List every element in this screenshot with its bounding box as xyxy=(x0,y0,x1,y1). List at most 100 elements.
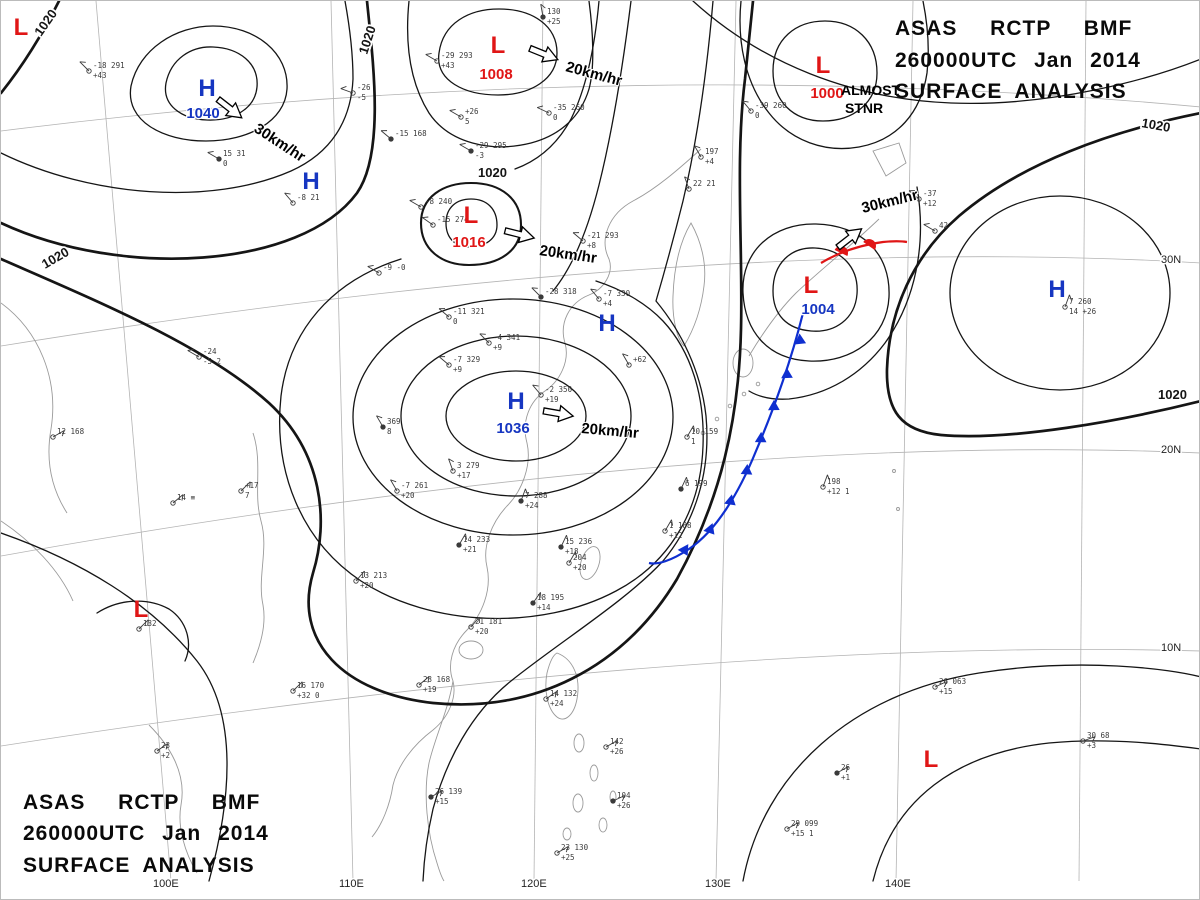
station-plot: +265 xyxy=(449,107,479,126)
wind-barb-icon xyxy=(537,107,550,114)
station-values: -3 xyxy=(475,151,484,160)
isobar xyxy=(445,370,587,462)
wind-barb-tick-icon xyxy=(525,488,528,495)
station-values: 3 279 xyxy=(457,461,480,470)
station-values: +8 xyxy=(587,241,597,250)
isobar xyxy=(1,1,354,194)
station-values: 26 xyxy=(841,763,851,772)
station-values: 7 288 xyxy=(525,491,548,500)
station-values: +14 xyxy=(537,603,551,612)
low-center: L xyxy=(464,202,479,229)
station-plot: -24-5 2 xyxy=(187,347,221,366)
wind-barb-icon xyxy=(1064,294,1070,308)
station-values: -15 168 xyxy=(395,129,427,138)
station-values: +32 0 xyxy=(297,691,320,700)
wind-barb-tick-icon xyxy=(376,415,383,419)
station-circle-icon xyxy=(350,90,356,96)
wind-barb-tick-icon xyxy=(465,533,468,540)
station-plot: -8 21 xyxy=(284,192,320,206)
station-plot: 142+26 xyxy=(603,737,624,756)
station-values: -18 291 xyxy=(93,61,125,70)
station-values: 6 199 xyxy=(685,479,708,488)
station-circle-icon xyxy=(932,684,938,690)
coast-korea xyxy=(672,222,706,347)
station-circle-icon xyxy=(170,500,176,506)
cold-front-triangle xyxy=(754,431,767,443)
wind-barb-tick-icon xyxy=(845,766,849,773)
station-plot: 104+26 xyxy=(610,791,631,810)
station-circle-icon xyxy=(546,110,552,116)
isobar xyxy=(872,740,1199,882)
wind-barb-icon xyxy=(430,790,443,798)
station-plot: 3 279+17 xyxy=(448,458,480,480)
station-circle-icon xyxy=(748,108,754,114)
station-plot: -7 261+20 xyxy=(390,479,428,500)
wind-barb-icon xyxy=(172,494,184,504)
isobar xyxy=(514,1,600,170)
station-values: 197 xyxy=(705,147,719,156)
high-center: H xyxy=(507,388,524,415)
terrain-line xyxy=(148,724,198,874)
wind-barb-icon xyxy=(531,287,542,298)
station-circle-icon xyxy=(416,682,422,688)
station-values: 12 168 xyxy=(57,427,85,436)
station-values: +12 1 xyxy=(827,487,850,496)
station-circle-icon xyxy=(580,238,586,244)
wind-barb-icon xyxy=(532,592,541,604)
coast-island xyxy=(572,793,584,813)
wind-barb-tick-icon xyxy=(147,619,149,626)
isobar xyxy=(772,247,858,332)
isobar xyxy=(422,1,714,882)
station-values: +1 xyxy=(841,773,850,782)
wind-barb-icon xyxy=(240,481,251,492)
wind-barb-icon xyxy=(684,176,690,190)
wind-barb-icon xyxy=(79,61,90,72)
graticule-label: 120E xyxy=(521,878,547,890)
wind-barb-icon xyxy=(459,144,472,152)
graticule-label: 10N xyxy=(1161,642,1181,654)
station-values: 18 195 xyxy=(537,593,564,602)
graticule xyxy=(1,1,1199,882)
station-plot: -2 350+19 xyxy=(532,384,573,404)
graticule-label: 30N xyxy=(1161,254,1181,266)
wind-barb-tick-icon xyxy=(409,198,416,201)
station-circle-icon xyxy=(50,434,56,440)
station-values: 21 181 xyxy=(475,617,502,626)
isobar-1020 xyxy=(1,1,61,95)
title-block-top-right: ASAS RCTP BMF 260000UTC Jan 2014 SURFACE… xyxy=(895,13,1181,108)
cold-front-triangle xyxy=(724,494,736,506)
station-values: 26 063 xyxy=(939,677,966,686)
station-values: 1 188 xyxy=(669,521,692,530)
low-center: L xyxy=(804,272,819,299)
station-values: -9 -0 xyxy=(383,263,406,272)
wind-barb-icon xyxy=(572,232,584,242)
station-values: 8 xyxy=(387,427,392,436)
wind-barb-tick-icon xyxy=(686,477,689,484)
cold-front-triangle xyxy=(677,544,689,556)
station-values: +9 xyxy=(493,343,502,352)
station-values: +18 xyxy=(565,547,579,556)
isobar xyxy=(400,335,632,497)
station-plot: 18 195+14 xyxy=(530,592,564,612)
isobar xyxy=(742,664,1199,882)
station-values: +43 xyxy=(93,71,107,80)
coast-islet xyxy=(892,469,896,473)
station-values: 7 260 xyxy=(1069,297,1092,306)
high-center: H xyxy=(198,75,215,102)
station-circle-icon xyxy=(86,68,92,74)
station-values: -7 330 xyxy=(603,289,631,298)
wind-barb-tick-icon xyxy=(427,676,430,683)
station-values: +2 xyxy=(161,751,170,760)
station-plot: -7 329+9 xyxy=(438,355,480,374)
station-plot: -35 2600 xyxy=(537,103,585,122)
station-values: 104 xyxy=(617,791,631,800)
coast-china xyxy=(371,148,702,838)
station-values: +4 xyxy=(705,157,715,166)
wind-barb-tick-icon xyxy=(61,430,65,437)
wind-barb-icon xyxy=(680,477,687,490)
station-plot: -18 291+43 xyxy=(79,61,125,80)
station-values: -35 260 xyxy=(553,103,585,112)
meridian-150e xyxy=(1078,1,1087,882)
